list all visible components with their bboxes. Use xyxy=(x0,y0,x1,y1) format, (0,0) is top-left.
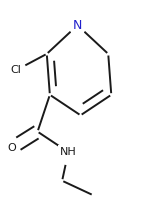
Text: Cl: Cl xyxy=(11,65,22,75)
Text: N: N xyxy=(73,19,82,32)
Text: O: O xyxy=(7,143,16,153)
Text: NH: NH xyxy=(60,147,77,157)
Text: NH: NH xyxy=(60,147,77,157)
Text: N: N xyxy=(73,19,82,32)
Text: O: O xyxy=(7,143,16,153)
Text: Cl: Cl xyxy=(11,65,22,75)
